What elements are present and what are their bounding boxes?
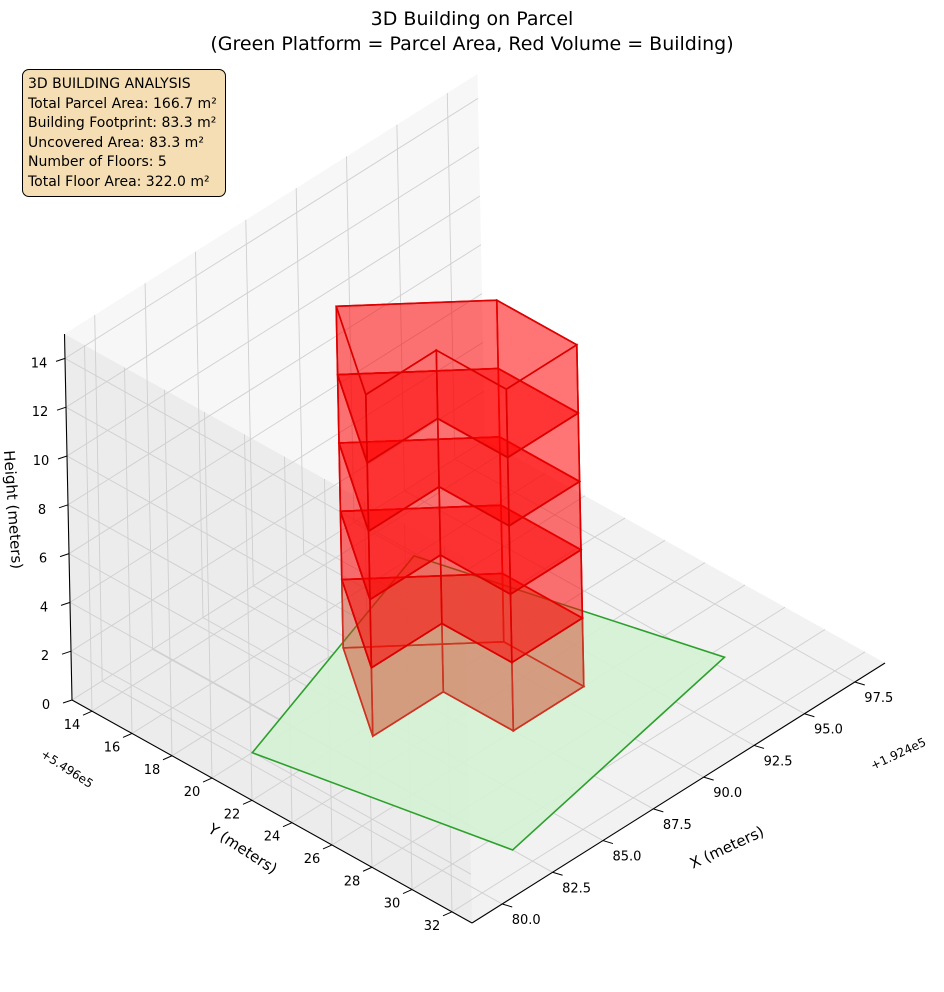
- x-tick: [703, 776, 714, 781]
- y-axis-line: [71, 699, 473, 924]
- info-line: 3D BUILDING ANALYSIS: [28, 76, 191, 92]
- building-floor: [340, 572, 586, 738]
- x-tick-label: 90.0: [713, 786, 742, 801]
- z-tick-label: 12: [32, 405, 49, 420]
- y-tick: [322, 844, 333, 850]
- y-tick-label: 14: [64, 718, 81, 733]
- x-tick: [602, 840, 614, 845]
- x-tick: [753, 744, 765, 749]
- building-floor: [339, 503, 584, 670]
- x-tick-label: 92.5: [764, 754, 793, 769]
- x-axis-label: X (meters): [687, 822, 767, 872]
- z-axis-line: [63, 333, 73, 701]
- floor-top-face: [335, 299, 579, 396]
- y-tick-label: 20: [184, 785, 201, 800]
- axis-lines: [63, 333, 886, 924]
- z-axis-label: Height (meters): [0, 450, 26, 570]
- x-tick-label: 95.0: [814, 723, 843, 738]
- z-tick: [57, 455, 68, 460]
- chart-title-line-2: (Green Platform = Parcel Area, Red Volum…: [210, 33, 733, 55]
- x-tick: [552, 871, 563, 876]
- z-tick: [55, 357, 66, 362]
- z-tick-label: 14: [31, 356, 48, 371]
- building-floor: [335, 298, 580, 465]
- building-analysis-box: 3D BUILDING ANALYSIS Total Parcel Area: …: [22, 69, 226, 197]
- z-tick: [61, 650, 72, 655]
- y-tick-label: 18: [144, 763, 161, 778]
- info-line: Building Footprint: 83.3 m²: [28, 115, 217, 131]
- info-line: Total Parcel Area: 166.7 m²: [28, 95, 217, 112]
- x-tick-label: 82.5: [562, 881, 591, 896]
- y-tick-label: 22: [224, 807, 241, 822]
- x-tick: [502, 903, 513, 908]
- info-line: Uncovered Area: 83.3 m²: [28, 134, 204, 151]
- z-tick: [59, 553, 70, 558]
- z-tick-label: 8: [38, 503, 46, 518]
- y-tick-label: 26: [304, 852, 321, 867]
- y-tick: [82, 710, 93, 716]
- y-tick-label: 32: [424, 919, 441, 934]
- y-tick-label: 24: [264, 830, 281, 845]
- tick-labels: 80.082.585.087.590.092.595.097.514161820…: [31, 356, 894, 933]
- y-tick: [362, 866, 373, 872]
- chart-title-line-1: 3D Building on Parcel: [371, 8, 574, 30]
- y-axis-label: Y (meters): [204, 819, 281, 877]
- y-tick-label: 30: [384, 897, 401, 912]
- y-tick: [242, 799, 253, 805]
- z-tick: [58, 504, 69, 509]
- x-tick-label: 80.0: [512, 913, 541, 928]
- z-tick: [62, 699, 73, 704]
- info-line: Number of Floors: 5: [28, 154, 167, 170]
- x-tick: [854, 681, 865, 686]
- info-line: Total Floor Area: 322.0 m²: [28, 173, 210, 190]
- x-offset-label: +1.924e5: [868, 735, 928, 773]
- z-tick-label: 4: [40, 600, 48, 615]
- y-offset-label: +5.496e5: [38, 747, 95, 791]
- x-tick-label: 97.5: [864, 691, 893, 706]
- z-tick-label: 10: [33, 454, 50, 469]
- z-tick: [56, 406, 67, 411]
- z-tick-label: 6: [39, 552, 47, 567]
- y-tick: [202, 777, 213, 783]
- y-tick: [162, 755, 173, 761]
- y-tick: [442, 911, 453, 917]
- y-tick-label: 16: [104, 740, 121, 755]
- z-tick-label: 0: [42, 698, 50, 713]
- x-tick: [653, 808, 664, 813]
- z-tick-label: 2: [41, 649, 49, 664]
- y-tick: [282, 822, 293, 828]
- y-tick-label: 28: [344, 874, 361, 889]
- plot-data: [250, 298, 727, 851]
- y-tick: [122, 732, 133, 738]
- x-axis-line: [471, 662, 886, 924]
- z-tick: [60, 601, 71, 606]
- building-floor: [336, 367, 582, 533]
- x-tick-label: 85.0: [612, 850, 641, 865]
- x-tick: [804, 713, 815, 718]
- x-tick-label: 87.5: [663, 818, 692, 833]
- y-tick: [402, 889, 413, 895]
